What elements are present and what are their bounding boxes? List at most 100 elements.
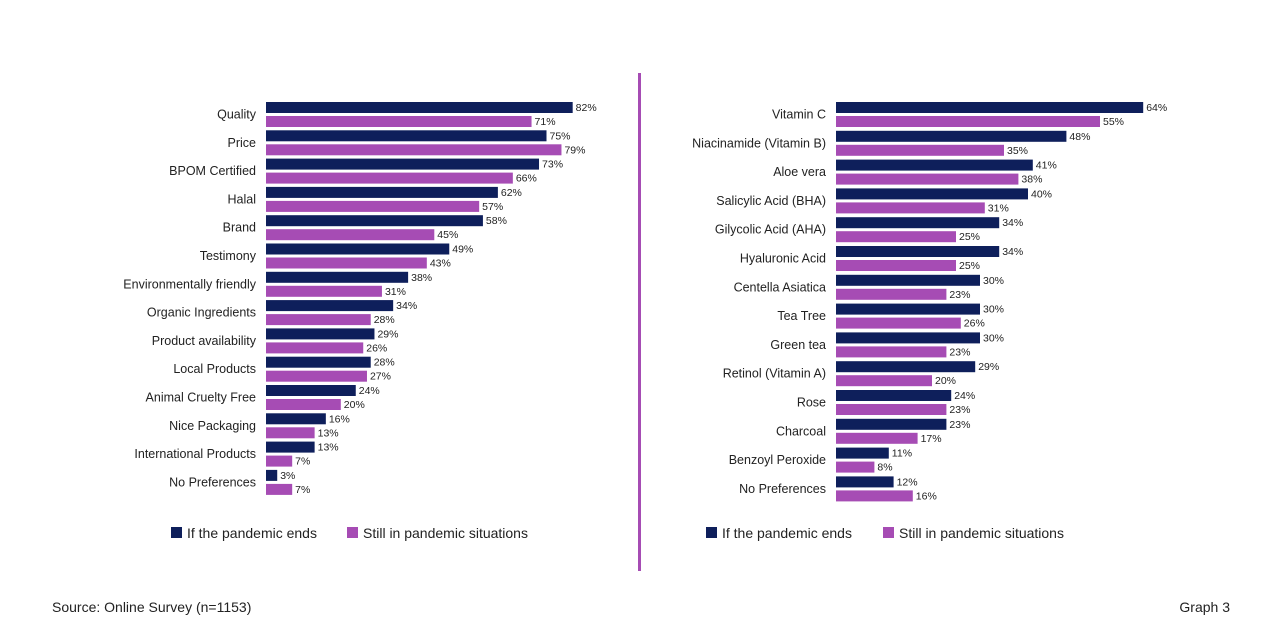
- bar-still-pandemic: [836, 461, 875, 473]
- source-note: Source: Online Survey (n=1153): [52, 599, 252, 615]
- bar-pandemic-ends: [266, 102, 573, 113]
- bar-pandemic-ends: [266, 130, 547, 142]
- category-label: Organic Ingredients: [147, 306, 256, 320]
- bar-still-pandemic: [266, 455, 293, 467]
- category-label: International Products: [134, 447, 256, 461]
- value-label-pandemic-ends: 41%: [1036, 160, 1057, 172]
- value-label-still-pandemic: 7%: [295, 456, 310, 468]
- bar-pandemic-ends: [266, 469, 278, 481]
- legend-label-pandemic-ends: If the pandemic ends: [722, 525, 852, 541]
- bar-still-pandemic: [836, 116, 1100, 127]
- bar-still-pandemic: [836, 490, 913, 502]
- bar-pandemic-ends: [836, 303, 980, 315]
- value-label-still-pandemic: 31%: [385, 286, 406, 298]
- category-label: Hyaluronic Acid: [740, 252, 826, 266]
- bar-still-pandemic: [266, 285, 382, 297]
- value-label-still-pandemic: 20%: [935, 375, 956, 387]
- value-label-still-pandemic: 66%: [516, 173, 537, 185]
- bar-pandemic-ends: [266, 300, 394, 312]
- value-label-still-pandemic: 23%: [949, 404, 970, 416]
- bar-still-pandemic: [836, 317, 961, 329]
- category-label: Environmentally friendly: [123, 277, 256, 291]
- value-label-pandemic-ends: 30%: [983, 332, 1004, 344]
- value-label-still-pandemic: 55%: [1103, 116, 1124, 128]
- value-label-still-pandemic: 23%: [949, 289, 970, 301]
- value-label-pandemic-ends: 11%: [892, 448, 912, 460]
- bar-pandemic-ends: [836, 332, 980, 344]
- value-label-pandemic-ends: 24%: [954, 390, 975, 402]
- value-label-still-pandemic: 43%: [430, 258, 451, 270]
- value-label-still-pandemic: 17%: [921, 433, 942, 445]
- category-label: BPOM Certified: [169, 164, 256, 178]
- bar-pandemic-ends: [266, 186, 498, 198]
- bar-pandemic-ends: [266, 215, 483, 227]
- bar-pandemic-ends: [836, 130, 1067, 142]
- value-label-pandemic-ends: 30%: [983, 275, 1004, 287]
- value-label-pandemic-ends: 29%: [978, 361, 999, 373]
- bar-still-pandemic: [836, 288, 947, 300]
- bar-pandemic-ends: [266, 271, 409, 283]
- value-label-still-pandemic: 79%: [564, 144, 585, 156]
- bar-pandemic-ends: [266, 441, 315, 453]
- category-label: No Preferences: [169, 475, 256, 489]
- value-label-still-pandemic: 35%: [1007, 145, 1028, 157]
- bar-pandemic-ends: [266, 243, 450, 255]
- bar-still-pandemic: [266, 229, 435, 241]
- value-label-still-pandemic: 27%: [370, 371, 391, 383]
- value-label-pandemic-ends: 24%: [359, 385, 380, 397]
- bar-pandemic-ends: [836, 274, 980, 286]
- value-label-pandemic-ends: 16%: [329, 413, 350, 425]
- bar-still-pandemic: [836, 231, 956, 243]
- bar-pandemic-ends: [266, 356, 371, 368]
- bar-still-pandemic: [266, 200, 480, 212]
- bar-pandemic-ends: [266, 328, 375, 340]
- bar-still-pandemic: [836, 375, 932, 387]
- value-label-pandemic-ends: 49%: [452, 244, 473, 256]
- category-label: Local Products: [173, 362, 256, 376]
- value-label-pandemic-ends: 28%: [374, 357, 395, 369]
- value-label-pandemic-ends: 13%: [318, 442, 339, 454]
- category-label: Vitamin C: [772, 108, 826, 122]
- bar-still-pandemic: [266, 483, 293, 495]
- category-label: Rose: [797, 396, 826, 410]
- value-label-pandemic-ends: 40%: [1031, 188, 1052, 200]
- value-label-still-pandemic: 13%: [318, 427, 339, 439]
- value-label-pandemic-ends: 30%: [983, 304, 1004, 316]
- bar-pandemic-ends: [266, 413, 326, 425]
- bar-pandemic-ends: [836, 159, 1033, 171]
- value-label-pandemic-ends: 34%: [1002, 246, 1023, 258]
- bar-still-pandemic: [266, 257, 427, 269]
- value-label-still-pandemic: 38%: [1021, 174, 1042, 186]
- value-label-still-pandemic: 25%: [959, 231, 980, 243]
- value-label-pandemic-ends: 82%: [576, 102, 597, 114]
- bar-still-pandemic: [836, 144, 1004, 156]
- legend-swatch-still-pandemic: [883, 527, 894, 538]
- value-label-pandemic-ends: 23%: [949, 419, 970, 431]
- value-label-still-pandemic: 25%: [959, 260, 980, 272]
- bar-pandemic-ends: [836, 188, 1028, 200]
- bar-still-pandemic: [836, 260, 956, 271]
- value-label-pandemic-ends: 34%: [1002, 217, 1023, 229]
- bar-pandemic-ends: [266, 385, 356, 396]
- category-label: Testimony: [200, 249, 257, 263]
- category-label: Product availability: [152, 334, 257, 348]
- bar-still-pandemic: [266, 342, 364, 354]
- legend-label-pandemic-ends: If the pandemic ends: [187, 525, 317, 541]
- bar-still-pandemic: [836, 202, 985, 214]
- bar-pandemic-ends: [836, 447, 889, 459]
- category-label: Charcoal: [776, 424, 826, 438]
- value-label-still-pandemic: 16%: [916, 490, 937, 502]
- category-label: Animal Cruelty Free: [146, 391, 256, 405]
- category-label: Green tea: [770, 338, 826, 352]
- value-label-still-pandemic: 45%: [437, 229, 458, 241]
- category-label: Salicylic Acid (BHA): [716, 194, 826, 208]
- bar-still-pandemic: [266, 399, 341, 410]
- value-label-pandemic-ends: 38%: [411, 272, 432, 284]
- bar-pandemic-ends: [836, 361, 976, 373]
- bar-pandemic-ends: [836, 390, 952, 401]
- category-label: Centella Asiatica: [734, 280, 826, 294]
- bar-still-pandemic: [266, 116, 532, 127]
- value-label-still-pandemic: 20%: [344, 399, 365, 411]
- value-label-still-pandemic: 8%: [877, 462, 892, 474]
